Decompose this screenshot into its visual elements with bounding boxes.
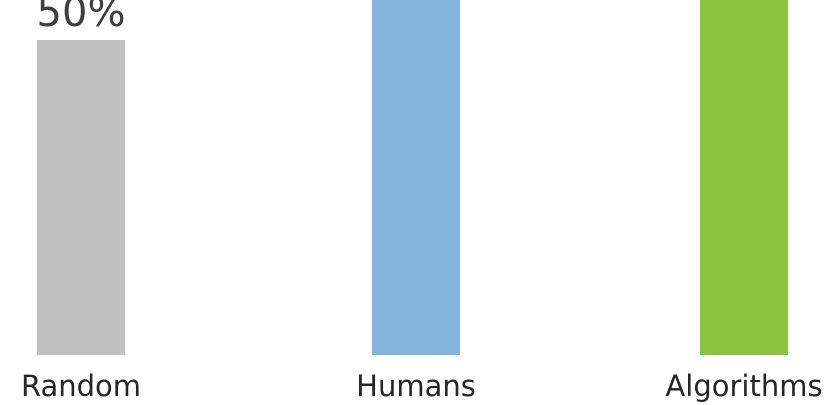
category-label-random: Random	[21, 369, 141, 403]
category-label-humans: Humans	[356, 369, 476, 403]
category-label-algorithms: Algorithms	[665, 369, 822, 403]
bar-algorithms	[700, 0, 788, 355]
bar-random	[37, 40, 125, 355]
bar-humans	[372, 0, 460, 355]
value-label-random: 50%	[37, 0, 126, 36]
